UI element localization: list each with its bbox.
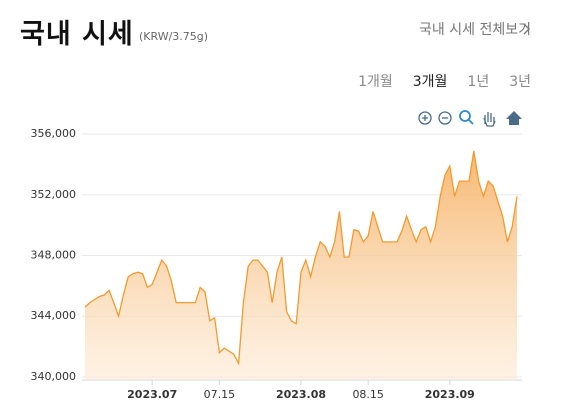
zoom-in[interactable] — [418, 111, 432, 125]
period-tab[interactable]: 3년 — [509, 74, 531, 90]
period-tab[interactable]: 1년 — [467, 74, 490, 90]
x-tick-label: 07.15 — [204, 388, 236, 401]
zoom-out[interactable] — [438, 111, 452, 125]
unit: (KRW/3.75g) — [139, 30, 209, 43]
zoom-select[interactable] — [459, 110, 474, 125]
period-tabs: 1개월 3개월 1년 3년 — [358, 71, 531, 91]
pan[interactable] — [483, 112, 496, 127]
y-tick-label: 344,000 — [31, 309, 77, 322]
view-all-link[interactable]: 국내 시세 전체보기 — [419, 22, 531, 38]
period-tab[interactable]: 1개월 — [358, 74, 393, 90]
y-tick-label: 340,000 — [31, 370, 77, 383]
price-line — [84, 150, 518, 366]
period-tab[interactable]: 3개월 — [412, 74, 448, 90]
reset-zoom[interactable] — [506, 111, 522, 125]
x-tick-label: 2023.08 — [276, 388, 326, 401]
title: 국내 시세 — [20, 19, 134, 50]
x-tick-label: 2023.09 — [425, 388, 475, 401]
x-tick-label: 2023.07 — [127, 388, 177, 401]
area-fill — [85, 150, 517, 380]
y-tick-label: 356,000 — [31, 127, 77, 140]
y-tick-label: 348,000 — [31, 249, 77, 262]
link-arrow[interactable] — [523, 23, 530, 35]
y-tick-label: 352,000 — [31, 188, 77, 201]
x-tick-label: 08.15 — [352, 388, 384, 401]
